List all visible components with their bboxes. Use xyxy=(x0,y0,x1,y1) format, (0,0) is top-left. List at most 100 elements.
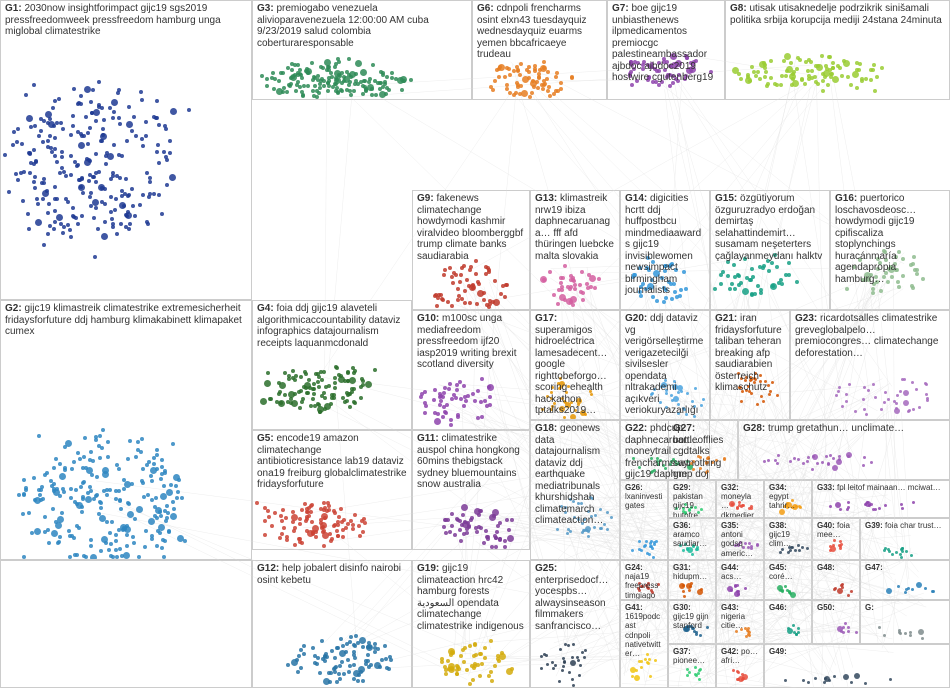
node-cluster xyxy=(621,561,667,599)
node-cluster xyxy=(791,311,949,419)
group-cell: G50: xyxy=(812,600,860,644)
group-cell: G46: xyxy=(764,600,812,644)
node-cluster xyxy=(765,645,949,687)
group-cell: G39: foia char trust… xyxy=(860,518,950,560)
group-cell: G42: po… afri… xyxy=(716,644,764,688)
group-cell: G28: trump gretathun… unclimate… xyxy=(738,420,950,480)
group-cell: G17: superamigos hidroeléctrica lamesade… xyxy=(530,310,620,420)
node-cluster xyxy=(669,561,715,599)
node-cluster xyxy=(813,601,859,643)
group-cell: G20: ddj dataviz vg verigörselleştirme v… xyxy=(620,310,710,420)
node-cluster xyxy=(861,519,949,559)
group-cell: G14: digicities hcrtt ddj huffpostbcu mi… xyxy=(620,190,710,310)
node-cluster xyxy=(253,1,471,99)
group-cell: G29: pakistan gijc19 hutofre… xyxy=(668,480,716,518)
node-cluster xyxy=(861,561,949,599)
node-cluster xyxy=(711,191,829,309)
node-cluster xyxy=(813,519,859,559)
group-cell: G10: m100sc unga mediafreedom pressfreed… xyxy=(412,310,530,430)
node-cluster xyxy=(473,1,606,99)
node-cluster xyxy=(531,191,619,309)
node-cluster xyxy=(253,431,411,549)
node-cluster xyxy=(765,561,811,599)
group-cell: G1: 2030now insightforimpact gijc19 sgs2… xyxy=(0,0,252,300)
group-cell: G2: gijc19 klimastreik climatestrike ext… xyxy=(0,300,252,560)
node-cluster xyxy=(608,1,724,99)
group-cell: G21: iran fridaysforfuture taliban teher… xyxy=(710,310,790,420)
node-cluster xyxy=(253,301,411,429)
group-cell: G31: hidupm… xyxy=(668,560,716,600)
node-cluster xyxy=(531,311,619,419)
node-cluster xyxy=(669,645,715,687)
group-cell: G33: fpl leitof mainaan… mciwat… xyxy=(812,480,950,518)
node-cluster xyxy=(413,191,529,309)
group-cell: G7: boe gijc19 unbiasthenews ilpmedicame… xyxy=(607,0,725,100)
node-cluster xyxy=(813,561,859,599)
node-cluster xyxy=(621,311,709,419)
node-cluster xyxy=(717,519,763,559)
group-cell: G45: coré… xyxy=(764,560,812,600)
group-cell: G9: fakenews climatechange howdymodi kas… xyxy=(412,190,530,310)
node-cluster xyxy=(765,481,811,517)
node-cluster xyxy=(831,191,949,309)
group-cell: G19: gijc19 climateaction hrc42 hamburg … xyxy=(412,560,530,688)
node-cluster xyxy=(669,519,715,559)
group-cell: G26: lxaninvestigates xyxy=(620,480,668,560)
network-graph-canvas: G1: 2030now insightforimpact gijc19 sgs2… xyxy=(0,0,950,688)
node-cluster xyxy=(717,481,763,517)
group-cell: G16: puertorico loschavosdeosc… howdymod… xyxy=(830,190,950,310)
group-cell: G5: encode19 amazon climatechange antibi… xyxy=(252,430,412,550)
group-cell: G11: climatestrike auspol china hongkong… xyxy=(412,430,530,550)
group-cell: G13: klimastreik nrw19 ibiza daphnecarua… xyxy=(530,190,620,310)
node-cluster xyxy=(739,421,949,479)
node-cluster xyxy=(413,561,529,687)
node-cluster xyxy=(669,601,715,643)
node-cluster xyxy=(621,191,709,309)
group-cell: G3: premiogabo venezuela alivioparavenez… xyxy=(252,0,472,100)
group-cell: G43: nigeria citie… xyxy=(716,600,764,644)
node-cluster xyxy=(531,561,619,687)
node-cluster xyxy=(1,1,251,299)
group-cell: G34: egypt tahrir… xyxy=(764,480,812,518)
node-cluster xyxy=(413,311,529,429)
group-cell: G41: 1619podcast cdnpoli nativetwitter… xyxy=(620,600,668,688)
node-cluster xyxy=(711,311,789,419)
group-cell: G36: aramco saudiar… xyxy=(668,518,716,560)
group-cell: G27: bottleofflies cgdtalks saynothing g… xyxy=(668,420,738,480)
group-cell: G47: xyxy=(860,560,950,600)
group-cell: G35: antoni godsq americ… xyxy=(716,518,764,560)
node-cluster xyxy=(861,601,949,643)
node-cluster xyxy=(1,301,251,559)
group-cell: G37: pionee… xyxy=(668,644,716,688)
group-cell: G4: foia ddj gijc19 alaveteli algorithmi… xyxy=(252,300,412,430)
group-cell: G15: özgütiyorum özguruzradyo erdoğan de… xyxy=(710,190,830,310)
group-cell: G23: ricardotsalles climatestrike greveg… xyxy=(790,310,950,420)
node-cluster xyxy=(717,645,763,687)
node-cluster xyxy=(413,431,529,549)
group-cell: G: xyxy=(860,600,950,644)
group-cell: G32: moneyla… dkmedier dkpol… xyxy=(716,480,764,518)
group-cell: G48: xyxy=(812,560,860,600)
node-cluster xyxy=(669,481,715,517)
node-cluster xyxy=(765,601,811,643)
group-cell: G12: help jobalert disinfo nairobi osint… xyxy=(252,560,412,688)
node-cluster xyxy=(717,561,763,599)
node-cluster xyxy=(726,1,949,99)
node-cluster xyxy=(765,519,811,559)
group-cell: G8: utisak utisaknedelje podrzikrik sini… xyxy=(725,0,950,100)
node-cluster xyxy=(669,421,737,479)
node-cluster xyxy=(717,601,763,643)
group-cell: G40: foia mee… xyxy=(812,518,860,560)
group-cell: G24: naja19 freepress timgiago supportna… xyxy=(620,560,668,600)
group-cell: G25: enterprisedocf… yocespbs… alwaysins… xyxy=(530,560,620,688)
group-cell: G30: gijc19 gijn stanford xyxy=(668,600,716,644)
node-cluster xyxy=(621,481,667,559)
node-cluster xyxy=(253,561,411,687)
group-cell: G38: gijc19 clim… xyxy=(764,518,812,560)
group-cell: G44: acs… xyxy=(716,560,764,600)
node-cluster xyxy=(531,421,619,559)
node-cluster xyxy=(621,601,667,687)
group-cell: G18: geonews data datajournalism dataviz… xyxy=(530,420,620,560)
node-cluster xyxy=(813,481,949,517)
group-cell: G49: xyxy=(764,644,950,688)
